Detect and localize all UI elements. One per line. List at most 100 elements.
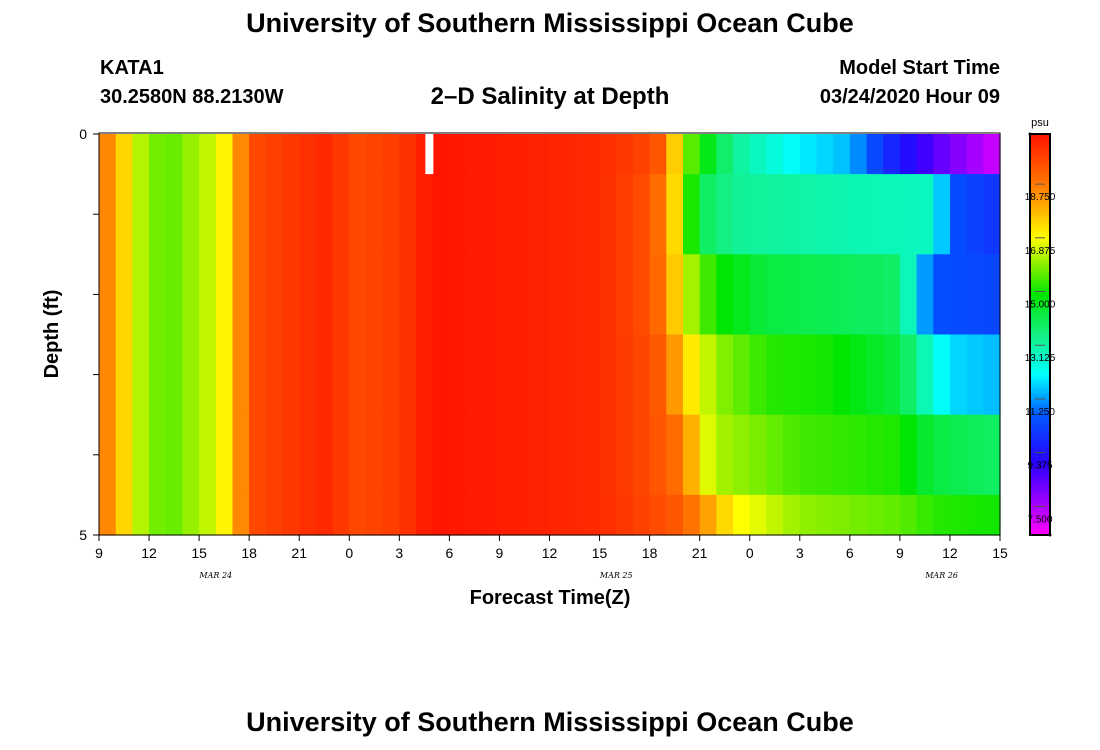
heatmap-cell-layer5-hour44 — [833, 494, 851, 536]
heatmap-cell-layer0-hour8 — [232, 134, 250, 175]
y-axis-title: Depth (ft) — [41, 290, 63, 379]
heatmap-cell-layer4-hour30 — [599, 414, 617, 496]
heatmap-cell-layer4-hour26 — [532, 414, 551, 496]
heatmap-cell-layer4-hour22 — [466, 414, 484, 496]
x-tick-label-14: 3 — [796, 545, 804, 561]
heatmap-cell-layer5-hour26 — [532, 494, 551, 536]
heatmap-cell-layer4-hour12 — [299, 414, 317, 496]
heatmap-cell-layer0-hour40 — [766, 134, 784, 175]
colorbar-label-3: 13.125 — [1025, 353, 1056, 364]
plot-title: 2–D Salinity at Depth — [430, 83, 670, 110]
model-start-value: 03/24/2020 Hour 09 — [819, 86, 1000, 108]
heatmap-cell-layer3-hour18 — [399, 334, 417, 416]
heatmap-cell-layer0-hour32 — [632, 134, 651, 175]
heatmap-cell-layer2-hour31 — [616, 254, 634, 336]
heatmap-cell-layer5-hour52 — [966, 494, 984, 536]
heatmap-cell-layer0-hour30 — [599, 134, 617, 175]
heatmap-cell-layer2-hour7 — [215, 254, 234, 336]
heatmap-cell-layer1-hour37 — [716, 174, 734, 255]
heatmap-cell-layer3-hour13 — [315, 334, 334, 416]
heatmap-cell-layer4-hour38 — [733, 414, 751, 496]
heatmap-cell-layer0-hour37 — [716, 134, 734, 175]
heatmap-cell-layer2-hour30 — [599, 254, 617, 336]
heatmap-cell-layer1-hour38 — [733, 174, 751, 255]
heatmap-cell-layer0-hour12 — [299, 134, 317, 175]
heatmap-cell-layer4-hour51 — [949, 414, 968, 496]
heatmap-cell-layer0-hour27 — [549, 134, 567, 175]
heatmap-cell-layer4-hour9 — [249, 414, 267, 496]
heatmap-cell-layer2-hour44 — [833, 254, 851, 336]
heatmap-cell-layer5-hour15 — [349, 494, 367, 536]
heatmap-cell-layer4-hour25 — [516, 414, 534, 496]
heatmap-cell-layer5-hour42 — [799, 494, 818, 536]
heatmap-cell-layer4-hour44 — [833, 414, 851, 496]
colorbar-label-4: 11.250 — [1025, 407, 1055, 418]
heatmap-cell-layer0-hour22 — [466, 134, 484, 175]
heatmap-cell-layer1-hour33 — [649, 174, 667, 255]
colorbar-ticks: 18.750 16.875 15.000 13.125 11.250 9.375 7.500 — [1025, 132, 1056, 537]
heatmap-cell-layer1-hour17 — [382, 174, 400, 255]
heatmap-cell-layer2-hour41 — [783, 254, 801, 336]
heatmap-cell-layer0-hour17 — [382, 134, 400, 175]
heatmap-cell-layer5-hour39 — [749, 494, 768, 536]
heatmap-cell-layer4-hour31 — [616, 414, 634, 496]
heatmap-cell-layer2-hour6 — [199, 254, 217, 336]
heatmap-cell-layer5-hour27 — [549, 494, 567, 536]
colorbar-gradient — [1029, 133, 1051, 536]
heatmap-cell-layer5-hour16 — [365, 494, 384, 536]
heatmap-cell-layer0-hour21 — [449, 134, 467, 175]
heatmap-cell-layer0-hour25 — [516, 134, 534, 175]
heatmap-cell-layer0-hour52 — [966, 134, 984, 175]
heatmap-cell-layer3-hour8 — [232, 334, 250, 416]
heatmap-cell-layer5-hour5 — [182, 494, 200, 536]
heatmap-cell-layer5-hour21 — [449, 494, 467, 536]
heatmap-cell-layer0-hour46 — [866, 134, 884, 175]
heatmap-cell-layer2-hour24 — [499, 254, 517, 336]
heatmap-cell-layer2-hour15 — [349, 254, 367, 336]
heatmap-cell-layer2-hour22 — [466, 254, 484, 336]
heatmap-cell-layer5-hour1 — [115, 494, 133, 536]
heatmap-cell-layer2-hour28 — [566, 254, 584, 336]
heatmap-cell-layer3-hour41 — [783, 334, 801, 416]
heatmap-cell-layer2-hour26 — [532, 254, 551, 336]
heatmap-cell-layer4-hour6 — [199, 414, 217, 496]
heatmap-cell-layer4-hour47 — [883, 414, 901, 496]
heatmap-cell-layer0-hour51 — [949, 134, 968, 175]
heatmap-cell-layer4-hour20 — [432, 414, 450, 496]
heatmap-cell-layer3-hour17 — [382, 334, 400, 416]
heatmap-cell-layer2-hour33 — [649, 254, 667, 336]
heatmap-cell-layer0-hour14 — [332, 134, 350, 175]
heatmap-cell-layer3-hour23 — [482, 334, 501, 416]
heatmap-cell-layer2-hour27 — [549, 254, 567, 336]
heatmap-cell-layer0-hour45 — [849, 134, 868, 175]
heatmap-cell-layer2-hour8 — [232, 254, 250, 336]
heatmap-cell-layer2-hour23 — [482, 254, 501, 336]
heatmap-cell-layer1-hour7 — [215, 174, 234, 255]
heatmap-cell-layer0-hour6 — [199, 134, 217, 175]
heatmap-cell-layer5-hour30 — [599, 494, 617, 536]
heatmap-cell-layer3-hour51 — [949, 334, 968, 416]
heatmap-cell-layer0-hour20 — [432, 134, 450, 175]
heatmap-cell-layer1-hour43 — [816, 174, 834, 255]
heatmap-cell-layer5-hour34 — [666, 494, 684, 536]
heatmap-cell-layer4-hour28 — [566, 414, 584, 496]
heatmap-cell-layer5-hour25 — [516, 494, 534, 536]
heatmap-cell-layer5-hour8 — [232, 494, 250, 536]
heatmap-cells — [99, 134, 1001, 536]
date-label-2: MAR 26 — [924, 571, 958, 580]
heatmap-cell-layer3-hour39 — [749, 334, 768, 416]
heatmap-cell-layer1-hour9 — [249, 174, 267, 255]
colorbar-label-0: 18.750 — [1025, 192, 1056, 203]
heatmap-cell-layer5-hour24 — [499, 494, 517, 536]
heatmap-cell-layer0-hour16 — [365, 134, 384, 175]
heatmap-cell-layer0-hour15 — [349, 134, 367, 175]
heatmap-cell-layer3-hour27 — [549, 334, 567, 416]
heatmap-cell-layer1-hour11 — [282, 174, 300, 255]
x-tick-label-1: 12 — [141, 545, 157, 561]
heatmap-cell-layer2-hour19 — [416, 254, 434, 336]
heatmap-cell-layer0-hour9 — [249, 134, 267, 175]
colorbar-unit: psu — [1031, 117, 1049, 129]
heatmap-cell-layer2-hour40 — [766, 254, 784, 336]
heatmap-cell-layer2-hour43 — [816, 254, 834, 336]
